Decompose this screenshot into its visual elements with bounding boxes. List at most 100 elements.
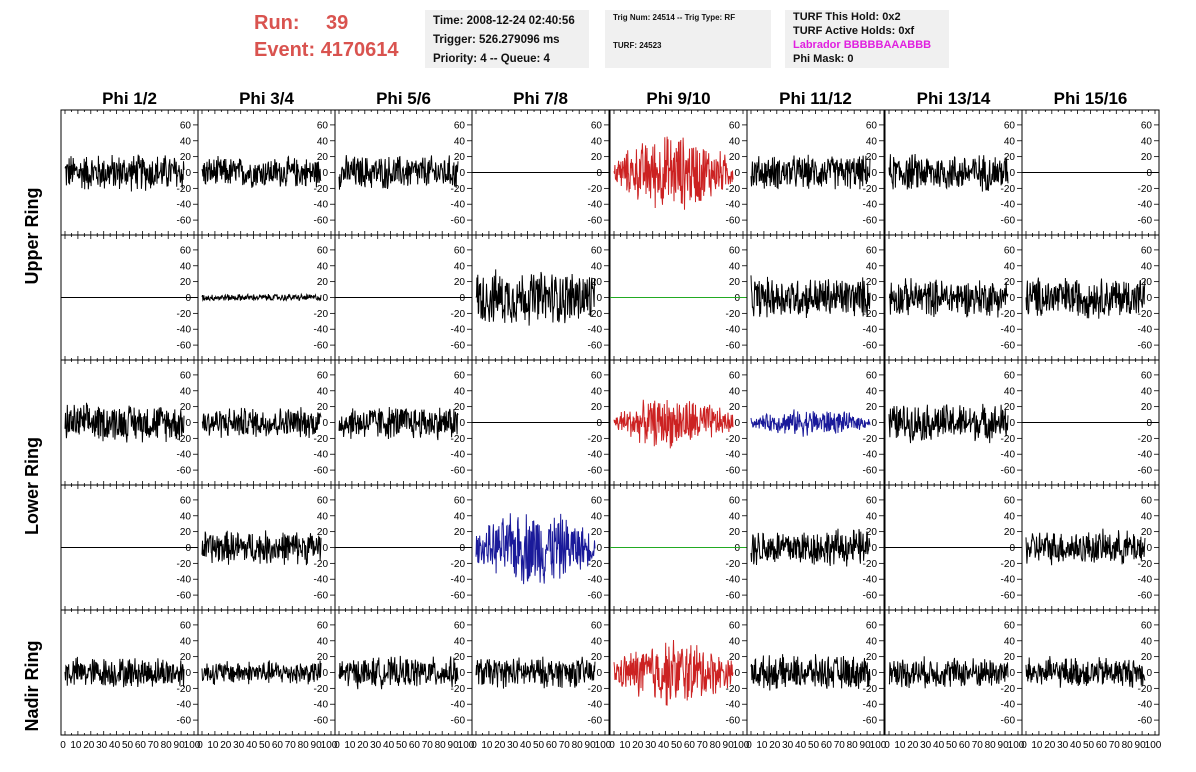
trigger-text: Trigger: 526.279096 ms [433,34,560,46]
y-tick-label: 40 [866,386,878,397]
row-group-label: Nadir Ring [22,640,42,731]
y-tick-label: -60 [177,716,192,727]
y-tick-label: -60 [314,341,329,352]
y-tick-label: 0 [459,168,465,179]
y-tick-label: -40 [863,200,878,211]
y-tick-label: 0 [871,418,877,429]
y-tick-label: 40 [454,136,466,147]
y-tick-label: 60 [1004,120,1016,131]
y-tick-label: -40 [863,700,878,711]
y-tick-label: 0 [734,293,740,304]
y-tick-label: -60 [726,341,741,352]
x-tick-label: 0 [609,740,615,751]
x-tick-label: 20 [632,740,644,751]
y-tick-label: 20 [180,652,192,663]
y-tick-label: 20 [1141,652,1153,663]
y-tick-label: 60 [180,620,192,631]
y-tick-label: 20 [317,277,329,288]
y-tick-label: 60 [1004,370,1016,381]
y-tick-label: -40 [314,450,329,461]
y-tick-label: -40 [451,325,466,336]
y-tick-label: -20 [1001,184,1016,195]
y-tick-label: 60 [729,495,741,506]
y-tick-label: -20 [588,434,603,445]
x-tick-label: 30 [507,740,519,751]
y-tick-label: 40 [1141,386,1153,397]
y-tick-label: -60 [1001,716,1016,727]
y-tick-label: -60 [451,591,466,602]
y-tick-label: -40 [451,200,466,211]
waveform-trace [750,154,871,190]
x-tick-label: 10 [207,740,219,751]
x-tick-label: 80 [710,740,722,751]
x-tick-label: 70 [559,740,571,751]
x-tick-label: 10 [344,740,356,751]
x-tick-label: 40 [520,740,532,751]
x-tick-label: 60 [546,740,558,751]
x-tick-label: 60 [409,740,421,751]
y-tick-label: 0 [322,668,328,679]
waveform-trace [613,639,734,706]
x-tick-label: 50 [671,740,683,751]
trig-info-box: Trig Num: 24514 -- Trig Type: RF TURF: 2… [605,10,771,68]
y-tick-label: 40 [317,261,329,272]
y-tick-label: 20 [454,152,466,163]
y-tick-label: -60 [1138,341,1153,352]
y-tick-label: 60 [454,495,466,506]
x-tick-label: 90 [1135,740,1147,751]
y-tick-label: -40 [177,700,192,711]
y-tick-label: 0 [596,293,602,304]
turf-this-hold-text: TURF This Hold: 0x2 [793,11,901,23]
x-tick-label: 20 [494,740,506,751]
row-group-label: Lower Ring [22,437,42,535]
y-tick-label: 0 [734,168,740,179]
waveform-trace [888,656,1009,689]
y-tick-label: 20 [1004,152,1016,163]
x-tick-label: 20 [769,740,781,751]
x-tick-label: 0 [334,740,340,751]
y-tick-label: -40 [588,200,603,211]
x-tick-label: 50 [122,740,134,751]
y-tick-label: -20 [588,184,603,195]
x-tick-label: 70 [834,740,846,751]
x-tick-label: 30 [782,740,794,751]
y-tick-label: 0 [185,543,191,554]
y-tick-label: 40 [454,511,466,522]
y-tick-label: 0 [871,668,877,679]
y-tick-label: -20 [726,434,741,445]
y-tick-label: 60 [180,120,192,131]
y-tick-label: 20 [729,277,741,288]
y-tick-label: -20 [177,184,192,195]
x-tick-label: 90 [585,740,597,751]
y-tick-label: 20 [1004,527,1016,538]
y-tick-label: -60 [177,216,192,227]
y-tick-label: 0 [1146,418,1152,429]
column-header: Phi 5/6 [376,89,431,108]
y-tick-label: 40 [729,511,741,522]
y-tick-label: 20 [1004,277,1016,288]
y-tick-label: 20 [591,652,603,663]
y-tick-label: 0 [1146,168,1152,179]
y-tick-label: -20 [177,434,192,445]
y-tick-label: 60 [454,245,466,256]
y-tick-label: 40 [454,386,466,397]
x-tick-label: 20 [83,740,95,751]
y-tick-label: 40 [591,636,603,647]
y-tick-label: -60 [588,341,603,352]
y-tick-label: 40 [866,261,878,272]
y-tick-label: -60 [1001,466,1016,477]
x-tick-label: 40 [109,740,121,751]
y-tick-label: 20 [317,652,329,663]
y-tick-label: -20 [726,559,741,570]
x-tick-label: 70 [148,740,160,751]
y-tick-label: -60 [451,466,466,477]
y-tick-label: 20 [591,527,603,538]
y-tick-label: 40 [591,136,603,147]
column-header: Phi 1/2 [102,89,157,108]
waveform-trace [201,155,322,188]
y-tick-label: 40 [317,636,329,647]
y-tick-label: 0 [459,543,465,554]
y-tick-label: 0 [1009,668,1015,679]
y-tick-label: 60 [729,370,741,381]
